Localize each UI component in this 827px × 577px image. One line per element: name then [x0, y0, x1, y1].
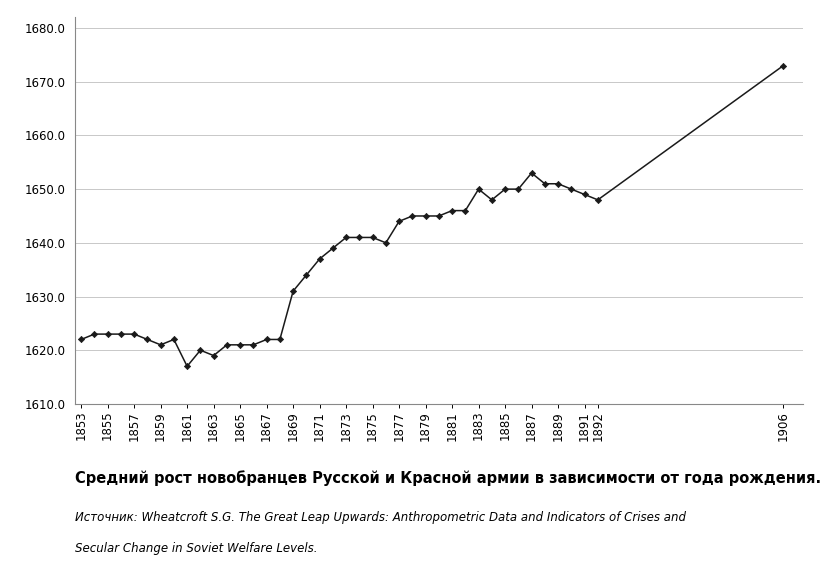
Text: Средний рост новобранцев Русской и Красной армии в зависимости от года рождения.: Средний рост новобранцев Русской и Красн… [74, 470, 820, 486]
Text: Источник: Wheatcroft S.G. The Great Leap Upwards: Anthropometric Data and Indica: Источник: Wheatcroft S.G. The Great Leap… [74, 511, 685, 524]
Text: Secular Change in Soviet Welfare Levels.: Secular Change in Soviet Welfare Levels. [74, 542, 317, 556]
